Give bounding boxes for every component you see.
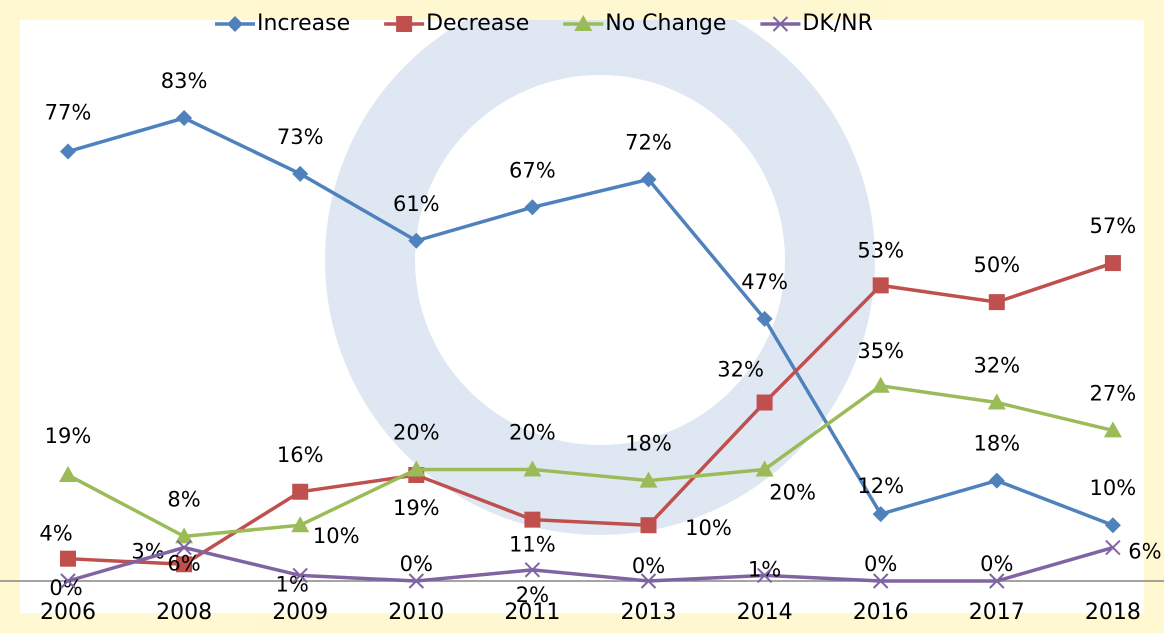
x-tick-label: 2009 <box>272 600 328 625</box>
data-label: 61% <box>393 192 440 216</box>
marker <box>1105 255 1121 271</box>
marker <box>60 144 76 160</box>
data-label: 73% <box>277 125 324 149</box>
data-label: 8% <box>167 487 200 511</box>
marker <box>989 473 1005 489</box>
data-label: 1% <box>276 572 309 596</box>
legend-marker <box>396 16 412 32</box>
data-label: 53% <box>857 238 904 262</box>
data-label: 47% <box>741 270 788 294</box>
marker <box>873 506 889 522</box>
data-label: 6% <box>167 552 200 576</box>
marker <box>872 377 890 393</box>
chart: 2006200820092010201120132014201620172018… <box>0 0 1164 633</box>
series: 0%6%1%0%2%0%1%0%0%6% <box>49 540 1161 607</box>
x-tick-label: 2010 <box>388 600 444 625</box>
data-label: 50% <box>973 253 1020 277</box>
marker <box>524 199 540 215</box>
data-label: 10% <box>1090 476 1137 500</box>
data-label: 4% <box>39 522 72 546</box>
data-label: 32% <box>717 358 764 382</box>
x-tick-label: 2014 <box>737 600 793 625</box>
legend-label: Decrease <box>426 11 529 36</box>
data-label: 2% <box>516 583 549 607</box>
data-label: 19% <box>45 424 92 448</box>
data-label: 20% <box>509 420 556 444</box>
data-label: 10% <box>685 516 732 540</box>
marker <box>292 484 308 500</box>
x-tick-label: 2008 <box>156 600 212 625</box>
legend-label: No Change <box>605 11 726 36</box>
data-label: 10% <box>313 524 360 548</box>
marker <box>873 277 889 293</box>
data-label: 18% <box>973 432 1020 456</box>
data-label: 20% <box>393 420 440 444</box>
data-label: 57% <box>1090 214 1137 238</box>
data-label: 77% <box>45 101 92 125</box>
x-tick-label: 2006 <box>40 600 96 625</box>
marker <box>524 512 540 528</box>
marker <box>1105 517 1121 533</box>
data-label: 6% <box>1128 540 1161 564</box>
data-label: 83% <box>161 69 208 93</box>
marker <box>292 166 308 182</box>
data-label: 27% <box>1090 381 1137 405</box>
data-label: 20% <box>769 480 816 504</box>
data-label: 1% <box>748 557 781 581</box>
x-tick-label: 2018 <box>1085 600 1141 625</box>
legend-label: DK/NR <box>802 11 873 36</box>
data-label: 16% <box>277 443 324 467</box>
data-label: 18% <box>625 432 672 456</box>
marker <box>59 466 77 482</box>
x-tick-label: 2016 <box>853 600 909 625</box>
data-label: 0% <box>632 554 665 578</box>
marker <box>176 110 192 126</box>
marker <box>989 294 1005 310</box>
x-tick-label: 2017 <box>969 600 1025 625</box>
watermark <box>0 0 1164 633</box>
data-label: 0% <box>864 552 897 576</box>
data-label: 67% <box>509 158 556 182</box>
marker <box>757 395 773 411</box>
data-label: 19% <box>393 496 440 520</box>
data-label: 35% <box>857 339 904 363</box>
data-label: 72% <box>625 130 672 154</box>
data-label: 12% <box>857 474 904 498</box>
data-label: 11% <box>509 533 556 557</box>
x-tick-label: 2013 <box>621 600 677 625</box>
data-label: 0% <box>980 552 1013 576</box>
marker <box>60 551 76 567</box>
data-label: 0% <box>400 552 433 576</box>
line <box>68 548 1113 581</box>
data-label: 32% <box>973 354 1020 378</box>
marker <box>641 517 657 533</box>
legend-label: Increase <box>257 11 350 36</box>
